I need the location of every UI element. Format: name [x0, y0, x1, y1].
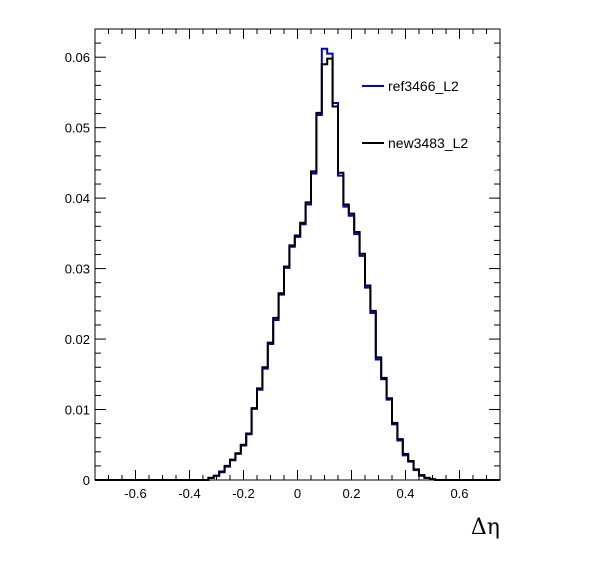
- y-tick-label: 0.02: [65, 332, 90, 347]
- legend-label: new3483_L2: [388, 135, 468, 151]
- series-group: [95, 47, 500, 481]
- y-tick-label: 0.04: [65, 191, 90, 206]
- y-tick-label: 0: [83, 473, 90, 488]
- legend-label: ref3466_L2: [388, 78, 459, 94]
- legend: ref3466_L2 new3483_L2: [357, 52, 497, 170]
- x-tick-label: 0.2: [342, 486, 360, 501]
- x-tick-label: 0.4: [396, 486, 414, 501]
- y-tick-label: 0.03: [65, 262, 90, 277]
- x-tick-label: -0.6: [124, 486, 146, 501]
- x-tick-label: -0.2: [232, 486, 254, 501]
- x-axis-title: Δη: [471, 515, 500, 540]
- series-new3483_L2: [95, 57, 500, 481]
- legend-box: [357, 52, 497, 170]
- x-tick-label: -0.4: [178, 486, 200, 501]
- y-tick-label: 0.01: [65, 403, 90, 418]
- x-tick-label: 0: [294, 486, 301, 501]
- y-tick-label: 0.06: [65, 50, 90, 65]
- x-tick-label: 0.6: [450, 486, 468, 501]
- tick-labels: -0.6 -0.4 -0.2 0 0.2 0.4 0.6 0 0.01 0.02 0.03 0.04 0…: [65, 50, 469, 501]
- y-tick-label: 0.05: [65, 121, 90, 136]
